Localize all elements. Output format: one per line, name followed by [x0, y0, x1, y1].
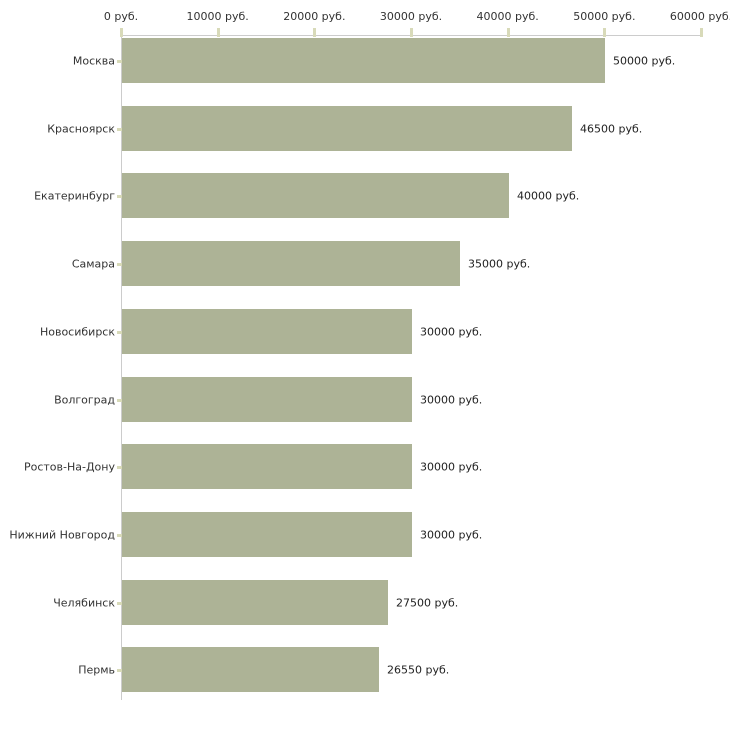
y-axis-tick-mark: [117, 195, 122, 198]
y-axis-tick-mark: [117, 399, 122, 402]
x-axis-tick-label: 60000 руб.: [669, 10, 730, 23]
category-label: Красноярск: [47, 122, 115, 135]
category-label: Москва: [72, 54, 115, 67]
x-axis-tick-label: 30000 руб.: [379, 10, 443, 23]
bar: [122, 309, 412, 354]
y-axis-tick-mark: [117, 331, 122, 334]
bar: [122, 106, 572, 151]
y-axis-tick-mark: [117, 466, 122, 469]
x-axis-tick-label: 10000 руб.: [186, 10, 249, 23]
value-label: 30000 руб.: [420, 393, 483, 406]
x-axis-tick-mark: [313, 28, 317, 37]
value-label: 35000 руб.: [468, 257, 531, 270]
x-axis-tick-mark: [216, 28, 220, 37]
value-label: 46500 руб.: [580, 122, 643, 135]
y-axis-line: [121, 35, 122, 700]
category-label: Ростов-На-Дону: [23, 460, 115, 473]
bar: [122, 444, 412, 489]
x-axis-tick-mark: [603, 28, 607, 37]
y-axis-tick-mark: [117, 669, 122, 672]
bar: [122, 241, 460, 286]
y-axis-tick-mark: [117, 60, 122, 63]
y-axis-tick-mark: [117, 263, 122, 266]
y-axis-tick-mark: [117, 128, 122, 131]
value-label: 27500 руб.: [396, 596, 459, 609]
bar: [122, 512, 412, 557]
bar: [122, 173, 509, 218]
value-label: 30000 руб.: [420, 528, 483, 541]
x-axis-tick-mark: [506, 28, 510, 37]
x-axis-tick-label: 0 руб.: [103, 10, 139, 23]
x-axis-tick-label: 50000 руб.: [573, 10, 636, 23]
value-label: 30000 руб.: [420, 460, 483, 473]
x-axis-tick-label: 20000 руб.: [283, 10, 346, 23]
category-label: Новосибирск: [39, 325, 115, 338]
category-label: Нижний Новгород: [9, 528, 115, 541]
bar: [122, 580, 388, 625]
category-label: Самара: [71, 257, 115, 270]
value-label: 26550 руб.: [387, 663, 450, 676]
bar: [122, 377, 412, 422]
value-label: 50000 руб.: [613, 54, 676, 67]
y-axis-tick-mark: [117, 602, 122, 605]
bar: [122, 647, 379, 692]
x-axis-tick-label: 40000 руб.: [476, 10, 539, 23]
x-axis-tick-mark: [410, 28, 413, 37]
bar: [122, 38, 605, 83]
x-axis-tick-mark: [700, 28, 703, 37]
y-axis-tick-mark: [117, 534, 122, 537]
category-label: Волгоград: [54, 393, 115, 406]
value-label: 40000 руб.: [517, 189, 580, 202]
category-label: Екатеринбург: [34, 189, 115, 202]
category-label: Пермь: [78, 663, 115, 676]
value-label: 30000 руб.: [420, 325, 483, 338]
x-axis-tick-mark: [120, 28, 123, 37]
category-label: Челябинск: [53, 596, 115, 609]
